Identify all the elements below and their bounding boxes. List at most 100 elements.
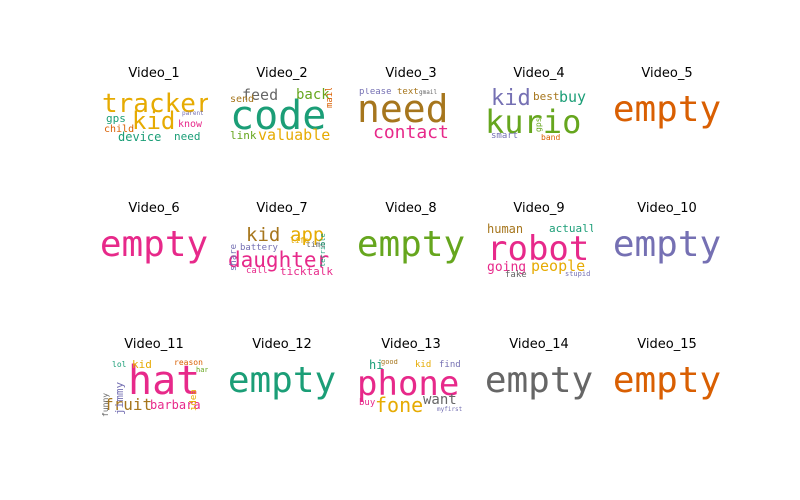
cloud-word: buy [359,398,376,408]
cloud-word: phone [357,364,460,404]
empty-label: empty [612,224,722,265]
wordcloud-panel: Video_3 need contact please text gmail [357,66,465,148]
cloud-word: code [230,93,327,139]
wordcloud-image: code feed back send valuable link mail [228,88,336,148]
cloud-word: contact [373,122,449,143]
cloud-word: parent [182,110,204,117]
cloud-word: human [487,223,524,236]
wordcloud-image: tracker kid device need gps child know parent [100,88,208,148]
cloud-word: gmail [419,89,438,96]
cloud-word: need [357,88,449,131]
panel-title: Video_2 [256,66,308,81]
panel-title: Video_13 [381,337,441,352]
cloud-word: fake [505,270,527,280]
wordcloud-image: hat fruit barbara jimmy kid lol reason idea funn… [100,359,208,419]
cloud-word: good [381,359,398,366]
cloud-word: stupid [565,270,591,278]
empty-label: empty [227,360,337,401]
empty-label: empty [99,224,209,265]
cloud-word: gps [106,112,126,125]
cloud-word: actually [549,223,593,235]
wordcloud-panel: Video_13 phone fone want hi kid find buy good myf… [357,337,465,419]
cloud-word: mail [325,88,335,108]
panel-title: Video_14 [509,337,569,352]
panel-title: Video_6 [128,201,180,216]
wordcloud-panel: Video_7 daughter kid app ticktalk battery call… [228,201,336,283]
cloud-word: child [104,124,135,135]
cloud-word: please [359,88,392,97]
wordcloud-image: need contact please text gmail [357,88,465,148]
cloud-word: buy [559,88,587,106]
cloud-word: know [178,119,203,130]
cloud-word: kid [491,88,531,111]
cloud-word: terrible [319,233,327,267]
panel-title: Video_15 [637,337,697,352]
cloud-word: band [541,133,561,142]
cloud-word: best [533,90,560,103]
cloud-word: going [487,260,527,275]
cloud-word: jimmy [113,381,126,415]
cloud-word: idea [189,389,199,411]
cloud-word: send [230,94,255,105]
cloud-word: time [306,240,326,249]
panel-title: Video_11 [124,337,184,352]
panel-title: Video_8 [385,201,437,216]
cloud-word: gps [534,117,543,132]
cloud-word: valuable [258,126,331,144]
cloud-word: barbara [150,398,201,412]
cloud-word: people [531,257,586,275]
cloud-word: tracker [102,89,208,119]
cloud-word: ticktalk [280,265,333,278]
cloud-word: hi [369,359,384,372]
cloud-word: feed [242,88,279,104]
empty-label: empty [612,360,722,401]
panel-title: Video_3 [385,66,437,81]
cloud-word: share [229,243,239,271]
empty-label: empty [484,360,594,401]
panel-title: Video_9 [513,201,565,216]
cloud-word: call [246,266,268,276]
panel-title: Video_5 [641,66,693,81]
cloud-word: fruit [104,395,153,414]
panel-title: Video_7 [256,201,308,216]
cloud-word: smart [491,131,519,141]
wordcloud-panel: Video_1 tracker kid device need gps child know p… [100,66,208,148]
cloud-word: daughter [228,248,330,272]
cloud-word: kid [132,107,176,135]
cloud-word: device [118,130,162,144]
wordcloud-image: phone fone want hi kid find buy good myfirst [357,359,465,419]
cloud-word: fone [375,393,424,417]
cloud-word: text [397,88,419,97]
cloud-word: myfirst [437,406,463,413]
cloud-word: lol [112,360,127,369]
wordcloud-panel: Video_11 hat fruit barbara jimmy kid lol reason… [100,337,208,419]
empty-label: empty [356,224,466,265]
panel-title: Video_10 [637,201,697,216]
cloud-word: app [290,224,325,246]
cloud-word: funny [101,392,110,417]
cloud-word: reason [174,359,203,367]
cloud-word: kurio [485,103,582,141]
cloud-word: robot [487,229,590,269]
cloud-word: want [423,392,457,408]
panel-title: Video_1 [128,66,180,81]
wordcloud-image: kurio kid best buy smart band gps [485,88,593,148]
cloud-word: kid [132,359,152,371]
cloud-word: back [296,88,330,103]
cloud-word: hark [196,366,208,374]
empty-label: empty [612,89,722,130]
wordcloud-panel: Video_2 code feed back send valuable link mail [228,66,336,148]
cloud-word: hat [128,359,201,404]
cloud-word: kid [246,224,281,246]
cloud-word: kid [415,360,432,370]
cloud-word: life [290,236,310,245]
cloud-word: link [230,129,257,142]
